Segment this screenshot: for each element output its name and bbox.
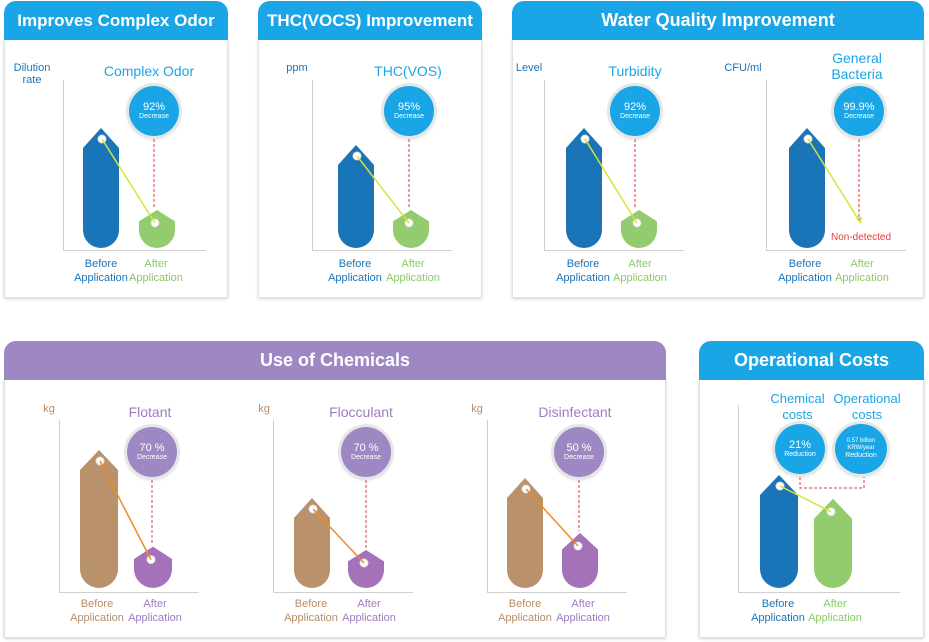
bar-before [789,128,825,248]
y-axis [544,80,545,250]
change-badge: 99.9% Decrease [834,86,884,136]
bar-after [814,498,852,588]
x-axis [63,250,206,251]
x-label-after: After Application [835,258,889,284]
x-label-before: Before Application [284,598,338,624]
bar-after [393,210,429,248]
bar-before [760,475,798,588]
chart-title: Chemical costs [770,391,825,422]
x-label-after: After Application [613,258,667,284]
x-label-before: Before Application [74,258,128,284]
chart-title: General Bacteria [831,50,883,82]
bar-before [83,128,119,248]
badge-connector [799,477,865,489]
x-label-after: After Application [808,598,862,624]
header-water-quality: Water Quality Improvement [512,1,924,40]
y-axis [63,80,64,250]
header-use-of-chemicals: Use of Chemicals [4,341,666,380]
header-complex-odor: Improves Complex Odor [4,1,228,40]
bar-after [562,533,598,588]
x-label-before: Before Application [498,598,552,624]
change-badge: 50 % Decrease [554,427,604,477]
y-axis [59,420,60,592]
change-badge-secondary: 0.57 billion KRW/year Reduction [835,424,887,474]
trend-line [312,508,365,564]
y-axis-label: CFU/ml [724,62,762,74]
y-axis-label: Dilution rate [13,62,51,86]
chart-subtitle: Operational costs [833,391,901,422]
y-axis [738,405,739,592]
trend-line [99,460,152,560]
x-axis [738,592,900,593]
change-badge: 95% Decrease [384,86,434,136]
bar-after [348,550,384,588]
bar-after-hole [826,507,836,517]
trend-line [779,485,832,513]
bar-after [621,210,657,248]
panel-thc [258,38,482,298]
y-axis-label: kg [43,403,55,415]
header-operational-costs: Operational Costs [699,341,924,380]
x-label-before: Before Application [751,598,805,624]
chart-title: THC(VOS) [374,63,442,79]
change-badge: 92% Decrease [129,86,179,136]
bar-before [507,478,543,588]
x-axis [59,592,199,593]
x-label-before: Before Application [556,258,610,284]
bar-after [134,546,172,588]
x-label-before: Before Application [778,258,832,284]
bar-before [294,498,330,588]
chart-title: Disinfectant [538,404,612,420]
x-label-before: Before Application [70,598,124,624]
y-axis [312,80,313,250]
chart-title: Turbidity [608,63,662,79]
bar-before [80,450,118,588]
trend-line [807,138,861,223]
y-axis-label: ppm [286,62,308,74]
x-label-after: After Application [128,598,182,624]
trend-line [525,488,579,547]
chart-title: Complex Odor [103,63,195,79]
change-badge: 70 % Decrease [127,427,177,477]
header-thc: THC(VOCS) Improvement [258,1,482,40]
bar-after [139,210,175,248]
y-axis [766,80,767,250]
change-badge: 92% Decrease [610,86,660,136]
x-label-after: After Application [129,258,183,284]
trend-line [356,155,410,224]
y-axis-label: kg [258,403,270,415]
trend-line [584,138,638,224]
y-axis-label: kg [471,403,483,415]
y-axis-label: Level [515,62,543,74]
x-label-after: After Application [556,598,610,624]
x-axis [544,250,684,251]
y-axis [487,420,488,592]
bar-before [338,145,374,248]
change-badge: 21% Reduction [775,424,825,474]
x-axis [273,592,413,593]
x-label-before: Before Application [328,258,382,284]
bar-before [566,128,602,248]
x-axis [766,250,906,251]
y-axis [273,420,274,592]
trend-arrow-head [856,217,862,224]
x-axis [312,250,452,251]
chart-title: Flocculant [329,404,393,420]
chart-title: Flotant [128,404,172,420]
non-detected-note: Non-detected [831,232,892,243]
x-label-after: After Application [342,598,396,624]
x-axis [487,592,627,593]
change-badge: 70 % Decrease [341,427,391,477]
x-label-after: After Application [386,258,440,284]
trend-line [101,138,156,224]
